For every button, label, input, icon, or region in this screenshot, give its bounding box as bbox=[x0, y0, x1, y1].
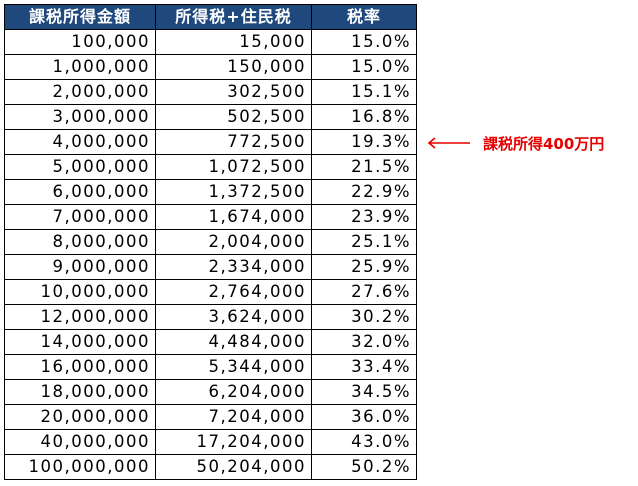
cell-tax-amount: 3,624,000 bbox=[155, 304, 312, 330]
table-row: 5,000,000 1,072,500 21.5% bbox=[4, 154, 417, 180]
cell-taxable-income: 20,000,000 bbox=[4, 404, 156, 430]
cell-taxable-income: 100,000,000 bbox=[4, 454, 156, 480]
cell-tax-amount: 2,334,000 bbox=[155, 254, 312, 280]
header-taxable-income: 課税所得金額 bbox=[4, 4, 156, 30]
cell-taxable-income: 18,000,000 bbox=[4, 379, 156, 405]
table-row: 16,000,000 5,344,000 33.4% bbox=[4, 354, 417, 380]
table-row: 9,000,000 2,334,000 25.9% bbox=[4, 254, 417, 280]
cell-tax-rate: 50.2% bbox=[311, 454, 417, 480]
cell-tax-amount: 2,004,000 bbox=[155, 229, 312, 255]
cell-taxable-income: 5,000,000 bbox=[4, 154, 156, 180]
cell-tax-rate: 15.0% bbox=[311, 54, 417, 80]
cell-taxable-income: 40,000,000 bbox=[4, 429, 156, 455]
tax-table: 課税所得金額 所得税+住民税 税率 100,000 15,000 15.0% 1,00… bbox=[4, 4, 417, 480]
cell-tax-rate: 21.5% bbox=[311, 154, 417, 180]
cell-tax-rate: 36.0% bbox=[311, 404, 417, 430]
cell-tax-rate: 25.9% bbox=[311, 254, 417, 280]
cell-tax-amount: 17,204,000 bbox=[155, 429, 312, 455]
header-tax-rate: 税率 bbox=[311, 4, 417, 30]
cell-tax-rate: 32.0% bbox=[311, 329, 417, 355]
table-row: 18,000,000 6,204,000 34.5% bbox=[4, 379, 417, 405]
table-row: 8,000,000 2,004,000 25.1% bbox=[4, 229, 417, 255]
table-row: 4,000,000 772,500 19.3% bbox=[4, 129, 417, 155]
table-row: 100,000 15,000 15.0% bbox=[4, 29, 417, 55]
header-row: 課税所得金額 所得税+住民税 税率 bbox=[4, 4, 417, 30]
cell-tax-rate: 34.5% bbox=[311, 379, 417, 405]
cell-tax-rate: 19.3% bbox=[311, 129, 417, 155]
cell-tax-rate: 25.1% bbox=[311, 229, 417, 255]
cell-taxable-income: 16,000,000 bbox=[4, 354, 156, 380]
cell-tax-amount: 2,764,000 bbox=[155, 279, 312, 305]
cell-taxable-income: 10,000,000 bbox=[4, 279, 156, 305]
arrow-left-icon bbox=[427, 137, 470, 149]
cell-tax-rate: 15.1% bbox=[311, 79, 417, 105]
cell-tax-amount: 7,204,000 bbox=[155, 404, 312, 430]
cell-tax-amount: 5,344,000 bbox=[155, 354, 312, 380]
cell-tax-amount: 1,372,500 bbox=[155, 179, 312, 205]
cell-taxable-income: 14,000,000 bbox=[4, 329, 156, 355]
table-row: 10,000,000 2,764,000 27.6% bbox=[4, 279, 417, 305]
cell-taxable-income: 6,000,000 bbox=[4, 179, 156, 205]
annotation-text: 課税所得400万円 bbox=[483, 134, 605, 153]
cell-tax-amount: 502,500 bbox=[155, 104, 312, 130]
cell-tax-amount: 1,674,000 bbox=[155, 204, 312, 230]
cell-tax-rate: 33.4% bbox=[311, 354, 417, 380]
cell-taxable-income: 1,000,000 bbox=[4, 54, 156, 80]
cell-taxable-income: 7,000,000 bbox=[4, 204, 156, 230]
cell-tax-rate: 23.9% bbox=[311, 204, 417, 230]
cell-tax-amount: 302,500 bbox=[155, 79, 312, 105]
table-row: 100,000,000 50,204,000 50.2% bbox=[4, 454, 417, 480]
table-row: 3,000,000 502,500 16.8% bbox=[4, 104, 417, 130]
annotation: 課税所得400万円 bbox=[427, 132, 604, 154]
cell-tax-rate: 30.2% bbox=[311, 304, 417, 330]
table-row: 14,000,000 4,484,000 32.0% bbox=[4, 329, 417, 355]
cell-tax-rate: 15.0% bbox=[311, 29, 417, 55]
table-row: 7,000,000 1,674,000 23.9% bbox=[4, 204, 417, 230]
table-row: 1,000,000 150,000 15.0% bbox=[4, 54, 417, 80]
cell-taxable-income: 100,000 bbox=[4, 29, 156, 55]
cell-taxable-income: 4,000,000 bbox=[4, 129, 156, 155]
cell-tax-amount: 6,204,000 bbox=[155, 379, 312, 405]
table-row: 6,000,000 1,372,500 22.9% bbox=[4, 179, 417, 205]
cell-tax-rate: 16.8% bbox=[311, 104, 417, 130]
cell-tax-rate: 22.9% bbox=[311, 179, 417, 205]
cell-taxable-income: 9,000,000 bbox=[4, 254, 156, 280]
cell-tax-amount: 1,072,500 bbox=[155, 154, 312, 180]
table-row: 2,000,000 302,500 15.1% bbox=[4, 79, 417, 105]
cell-taxable-income: 3,000,000 bbox=[4, 104, 156, 130]
cell-taxable-income: 12,000,000 bbox=[4, 304, 156, 330]
cell-tax-rate: 43.0% bbox=[311, 429, 417, 455]
header-income-and-resident-tax: 所得税+住民税 bbox=[155, 4, 312, 30]
cell-taxable-income: 8,000,000 bbox=[4, 229, 156, 255]
cell-tax-amount: 50,204,000 bbox=[155, 454, 312, 480]
cell-tax-amount: 772,500 bbox=[155, 129, 312, 155]
table-row: 20,000,000 7,204,000 36.0% bbox=[4, 404, 417, 430]
cell-taxable-income: 2,000,000 bbox=[4, 79, 156, 105]
table-row: 12,000,000 3,624,000 30.2% bbox=[4, 304, 417, 330]
cell-tax-amount: 4,484,000 bbox=[155, 329, 312, 355]
cell-tax-amount: 150,000 bbox=[155, 54, 312, 80]
cell-tax-amount: 15,000 bbox=[155, 29, 312, 55]
table-row: 40,000,000 17,204,000 43.0% bbox=[4, 429, 417, 455]
cell-tax-rate: 27.6% bbox=[311, 279, 417, 305]
